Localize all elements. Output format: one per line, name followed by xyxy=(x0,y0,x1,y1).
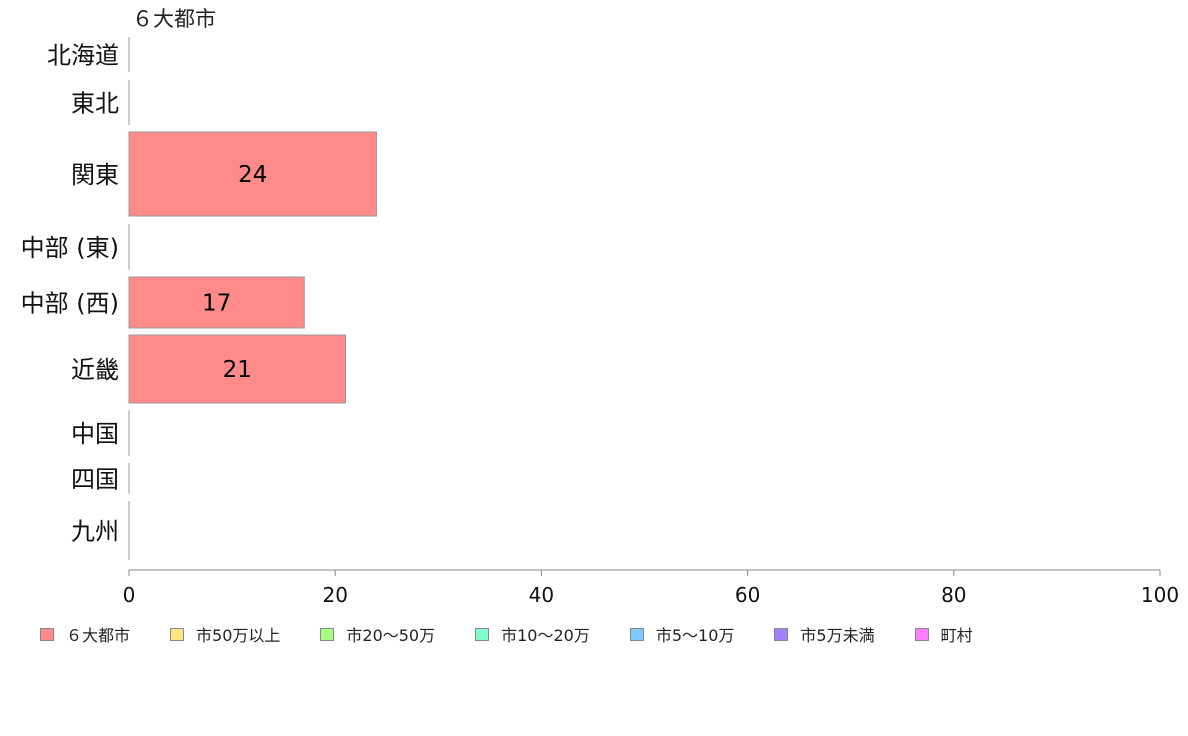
legend-swatch xyxy=(40,627,54,641)
x-tick-label: 60 xyxy=(735,583,760,607)
legend-label: 市50万以上 xyxy=(196,626,281,645)
x-tick-label: 0 xyxy=(123,583,136,607)
category-label: 中部 (東) xyxy=(21,234,119,262)
data-label: 24 xyxy=(238,162,267,188)
legend-swatch xyxy=(914,627,929,641)
category-label: 四国 xyxy=(71,466,119,494)
x-tick-label: 20 xyxy=(322,583,347,607)
legend-item: ６大都市 xyxy=(40,622,130,646)
x-tick-label: 80 xyxy=(941,583,966,607)
category-label: 九州 xyxy=(71,518,119,546)
category-label: 東北 xyxy=(71,90,119,118)
legend-label: 市5万未満 xyxy=(800,626,875,645)
legend-item: 市5〜10万 xyxy=(629,622,735,646)
category-label: 関東 xyxy=(71,161,119,189)
category-label: 中国 xyxy=(71,420,119,448)
legend-swatch xyxy=(629,627,644,641)
x-axis: 0 20 40 60 80 100 xyxy=(123,569,1179,607)
legend-label: 町村 xyxy=(940,626,973,645)
category-label: 中部 (西) xyxy=(21,290,119,318)
legend-swatch xyxy=(320,627,335,641)
legend-swatch xyxy=(170,627,185,641)
legend-label: 市10〜20万 xyxy=(501,626,590,645)
legend-swatch xyxy=(774,627,789,641)
data-label: 17 xyxy=(202,291,231,317)
legend-item: 町村 xyxy=(914,622,973,646)
x-tick-label: 40 xyxy=(529,583,554,607)
legend-label: 市5〜10万 xyxy=(655,626,735,645)
series-label: ６大都市 xyxy=(132,7,216,31)
legend-swatch xyxy=(475,627,490,641)
legend: ６大都市 市50万以上 市20〜50万 市10〜20万 市5〜10万 市5万未満 町村 xyxy=(40,623,1013,645)
legend-item: 市20〜50万 xyxy=(320,622,435,646)
legend-item: 市50万以上 xyxy=(170,622,280,646)
data-label: 21 xyxy=(223,357,252,383)
category-label: 北海道 xyxy=(47,42,119,70)
bar xyxy=(128,131,377,217)
legend-label: ６大都市 xyxy=(66,626,131,645)
bar xyxy=(128,334,347,404)
legend-item: 市10〜20万 xyxy=(475,622,590,646)
bar xyxy=(128,276,305,329)
category-label: 近畿 xyxy=(71,356,119,384)
legend-item: 市5万未満 xyxy=(774,622,875,646)
x-tick-label: 100 xyxy=(1141,583,1179,607)
legend-label: 市20〜50万 xyxy=(346,626,436,645)
